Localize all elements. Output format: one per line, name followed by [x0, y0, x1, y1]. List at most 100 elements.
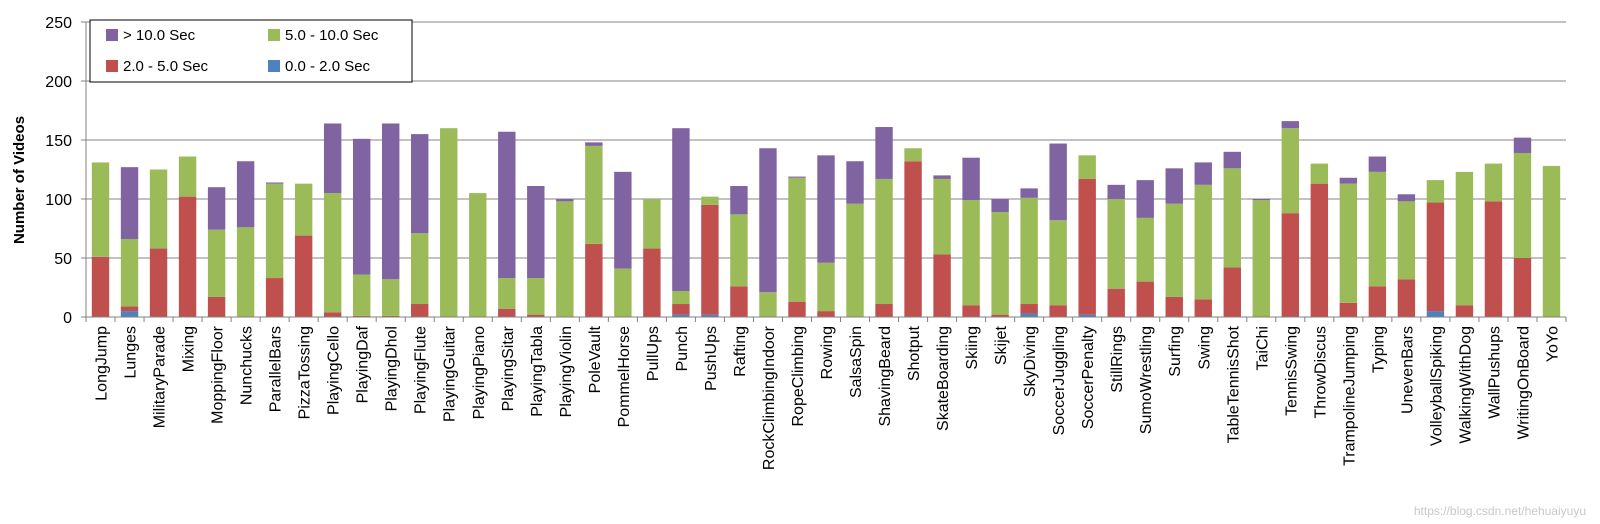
bar-segment-sumowrestling-s3 [1136, 180, 1154, 218]
y-tick-label: 250 [45, 15, 72, 32]
bar-segment-trampolinejumping-s1 [1339, 302, 1358, 317]
bar-segment-playingcello-s1 [323, 312, 342, 317]
x-tick-label: PlayingDaf [355, 325, 372, 403]
bar-segment-playingdhol-s2 [382, 279, 400, 316]
bar-segment-pushups-s0 [701, 314, 719, 317]
bar-segment-playingsitar-s1 [498, 308, 516, 317]
bar-segment-typing-s3 [1368, 156, 1387, 172]
bar-segment-walkingwithdog-s2 [1455, 171, 1474, 306]
bar-segment-playingdhol-s1 [382, 315, 400, 317]
x-tick-label: PullUps [645, 326, 662, 381]
bar-segment-rockclimbingindoor-s3 [759, 148, 777, 293]
bar-segment-rafting-s3 [730, 186, 748, 215]
bar-segment-skiing-s1 [962, 305, 980, 317]
bar-segment-playingtabla-s1 [527, 314, 545, 317]
legend-label-0-2: 0.0 - 2.0 Sec [285, 58, 371, 75]
y-tick-label: 50 [54, 251, 72, 268]
x-tick-label: PizzaTossing [297, 326, 314, 419]
bar-segment-rafting-s2 [730, 214, 748, 287]
bar-segment-militaryparade-s2 [149, 169, 168, 249]
x-tick-label: ThrowDiscus [1312, 326, 1329, 418]
bar-segment-playingdaf-s3 [352, 138, 371, 275]
bar-segment-soccerjuggling-s2 [1049, 220, 1067, 306]
bar-segment-shotput-s1 [904, 161, 922, 317]
x-tick-label: PlayingPiano [471, 326, 488, 420]
legend: > 10.0 Sec 5.0 - 10.0 Sec 2.0 - 5.0 Sec … [89, 19, 413, 83]
bar-segment-skijet-s1 [991, 314, 1009, 317]
x-tick-label: SoccerJuggling [1051, 326, 1068, 435]
bar-segment-polevault-s1 [585, 243, 603, 317]
x-tick-label: PlayingGuitar [442, 325, 459, 422]
bar-segment-parallelbars-s3 [265, 182, 284, 184]
x-tick-label: MilitaryParade [152, 326, 169, 428]
bar-segment-pommelhorse-s2 [614, 268, 632, 317]
bar-segment-nunchucks-s3 [236, 161, 255, 228]
bar-segment-soccerjuggling-s3 [1049, 143, 1067, 221]
x-tick-label: Lunges [123, 326, 140, 379]
x-tick-label: SalsaSpin [848, 326, 865, 398]
x-tick-label: ShavingBeard [877, 326, 894, 427]
x-tick-label: ParallelBars [268, 326, 285, 412]
bar-segment-pommelhorse-s3 [614, 171, 632, 269]
x-tick-label: Swing [1196, 326, 1213, 370]
x-tick-label: TennisSwing [1283, 326, 1300, 416]
x-tick-label: LongJump [94, 326, 111, 401]
x-tick-label: VolleyballSpiking [1428, 326, 1445, 446]
bar-segment-swing-s3 [1194, 162, 1212, 185]
bar-segment-skydiving-s2 [1020, 197, 1038, 305]
bar-segment-throwdiscus-s2 [1310, 163, 1329, 184]
bar-segment-punch-s0 [672, 314, 690, 317]
bar-segment-tennisswing-s2 [1281, 128, 1300, 214]
bar-segment-playingdaf-s2 [352, 274, 371, 316]
bar-segment-swing-s1 [1194, 299, 1212, 317]
x-tick-label: WallPushups [1486, 326, 1503, 419]
x-tick-label: Mixing [181, 326, 198, 372]
bar-segment-rowing-s1 [817, 311, 835, 317]
x-tick-label: PushUps [703, 326, 720, 391]
bar-segment-playingflute-s1 [411, 304, 429, 317]
bar-segment-wallpushups-s2 [1484, 163, 1503, 202]
bar-segment-rowing-s3 [817, 155, 835, 263]
bar-segment-tabletennisshot-s1 [1223, 267, 1241, 317]
bar-segment-trampolinejumping-s2 [1339, 183, 1358, 303]
x-tick-label: RopeClimbing [790, 326, 807, 427]
x-tick-label: SkateBoarding [935, 326, 952, 431]
bar-segment-throwdiscus-s1 [1310, 183, 1329, 317]
bar-segment-taichi-s2 [1252, 200, 1270, 317]
bar-segment-pushups-s1 [701, 204, 719, 315]
bar-segment-skateboarding-s3 [933, 175, 951, 179]
bar-segment-pullups-s1 [643, 248, 661, 317]
bar-segment-writingonboard-s2 [1513, 152, 1532, 258]
x-tick-label: PlayingFlute [413, 326, 430, 414]
bar-segment-sumowrestling-s1 [1136, 281, 1154, 317]
bar-segment-volleyballspiking-s0 [1426, 311, 1445, 317]
x-tick-label: Skiing [964, 326, 981, 370]
x-tick-label: WritingOnBoard [1515, 326, 1532, 440]
bar-segment-skateboarding-s1 [933, 254, 951, 317]
bar-segment-ropeclimbing-s2 [788, 177, 806, 302]
x-tick-label: Rowing [819, 326, 836, 379]
x-tick-label: PlayingSitar [500, 325, 517, 411]
x-tick-label: Surfing [1167, 326, 1184, 377]
x-tick-label: SoccerPenalty [1080, 326, 1097, 429]
y-tick-label: 0 [63, 310, 72, 327]
bar-segment-taichi-s3 [1252, 199, 1270, 201]
bar-segment-stillrings-s2 [1107, 199, 1125, 289]
y-tick-label: 200 [45, 74, 72, 91]
bar-segment-moppingfloor-s3 [207, 187, 226, 230]
x-tick-label: TaiChi [1254, 326, 1271, 370]
x-tick-label: PommelHorse [616, 326, 633, 427]
bar-segment-playingflute-s2 [411, 233, 429, 305]
bar-segment-playingtabla-s3 [527, 186, 545, 279]
bar-segment-punch-s3 [672, 128, 690, 292]
bar-segment-tabletennisshot-s3 [1223, 151, 1241, 169]
x-tick-label: PoleVault [587, 325, 604, 393]
x-tick-label: UnevenBars [1399, 326, 1416, 414]
bar-segment-skydiving-s0 [1020, 313, 1038, 317]
x-tick-label: MoppingFloor [210, 325, 227, 424]
bar-segment-playingviolin-s2 [556, 201, 574, 317]
bar-segment-wallpushups-s1 [1484, 201, 1503, 317]
bar-segment-mixing-s1 [178, 196, 197, 317]
bar-segment-playingflute-s3 [411, 134, 429, 234]
